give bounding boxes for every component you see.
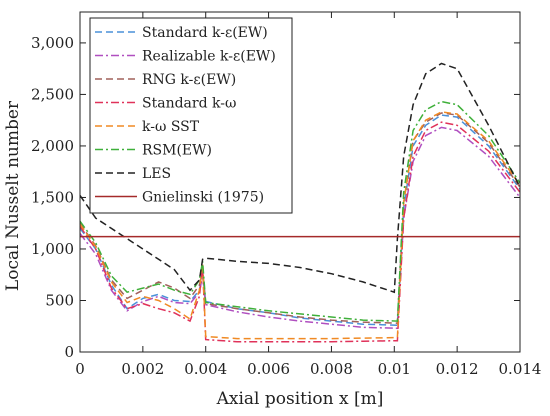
x-axis: 0 0.002 0.004 0.006 0.008 0.01 0.012 0.014: [75, 12, 541, 378]
y-axis-title: Local Nusselt number: [3, 100, 23, 291]
plot-frame: [79, 11, 521, 353]
series-line: [79, 62, 521, 294]
x-tick-label: 0.012: [436, 360, 479, 378]
y-tick-label: 1,500: [31, 188, 74, 206]
series-line: [79, 111, 521, 340]
y-tick-label: 2,000: [31, 137, 74, 155]
series-line: [79, 112, 521, 324]
legend-label: RNG k-ε(EW): [142, 72, 236, 88]
legend-label: Standard k-ω: [142, 96, 236, 112]
legend-label: k-ω SST: [142, 119, 200, 135]
y-tick-label: 500: [45, 291, 74, 309]
y-tick-label: 3,000: [31, 34, 74, 52]
y-axis: 0 500 1,000 1,500 2,000 2,500 3,000: [31, 34, 520, 361]
legend-label: Realizable k-ε(EW): [142, 49, 276, 65]
legend-label: Gnielinski (1975): [142, 190, 264, 206]
x-tick-label: 0.004: [184, 360, 227, 378]
x-axis-title: Axial position x [m]: [216, 389, 384, 409]
plot-lines: [79, 62, 521, 343]
series-line: [79, 100, 521, 322]
y-tick-label: 2,500: [31, 85, 74, 103]
x-tick-label: 0.006: [247, 360, 290, 378]
legend-box: [89, 17, 293, 214]
x-tick-label: 0.002: [121, 360, 164, 378]
legend: Standard k-ε(EW) Realizable k-ε(EW) RNG k-…: [89, 17, 293, 214]
x-tick-label: 0.008: [310, 360, 353, 378]
legend-label: LES: [142, 166, 171, 182]
series-line: [79, 114, 521, 326]
x-tick-label: 0.01: [378, 360, 411, 378]
x-tick-label: 0.014: [499, 360, 542, 378]
legend-label: RSM(EW): [142, 143, 212, 159]
x-tick-label: 0: [75, 360, 85, 378]
y-tick-label: 1,000: [31, 240, 74, 258]
y-tick-label: 0: [64, 343, 74, 361]
legend-label: Standard k-ε(EW): [142, 25, 268, 41]
series-line: [79, 126, 521, 330]
series-line: [79, 121, 521, 343]
